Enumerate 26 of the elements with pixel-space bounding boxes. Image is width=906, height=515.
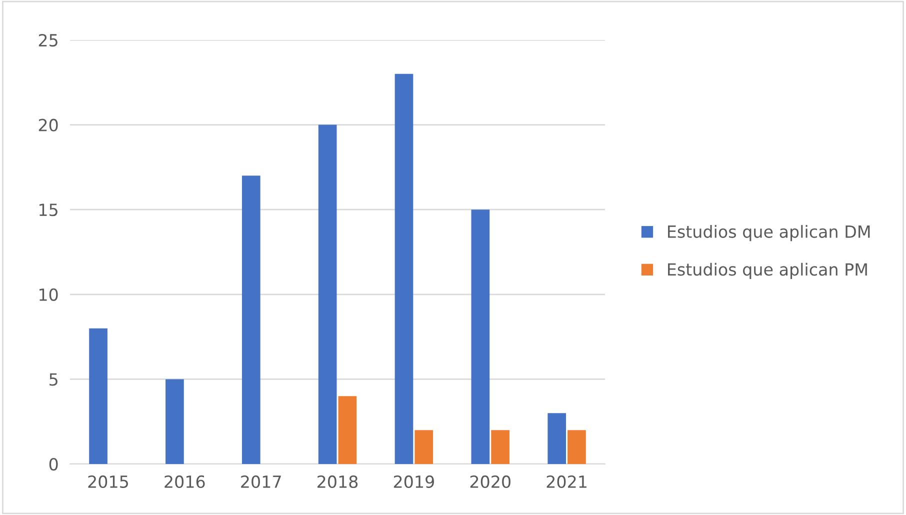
x-tick-label: 2017 — [241, 475, 281, 488]
bar — [242, 176, 260, 464]
y-tick-label: 20 — [38, 118, 58, 132]
bar — [166, 379, 184, 464]
y-tick-label: 5 — [50, 373, 58, 386]
x-tick-label: 2016 — [164, 475, 205, 488]
bar — [89, 328, 108, 464]
y-tick-label: 0 — [49, 458, 58, 471]
y-tick-label: 15 — [40, 204, 58, 216]
bar — [568, 430, 586, 464]
legend-label: Estudios que aplican DM — [668, 225, 870, 242]
x-tick-label: 2018 — [318, 475, 358, 488]
y-tick-label: 10 — [40, 288, 58, 301]
bar — [548, 413, 566, 464]
bar — [338, 396, 357, 464]
bar — [318, 124, 337, 464]
x-tick-label: 2019 — [394, 475, 434, 488]
bar — [471, 210, 490, 464]
legend-label: Estudios que aplican PM — [668, 262, 867, 279]
bar — [414, 430, 434, 464]
y-tick-label: 25 — [38, 34, 58, 47]
x-tick-label: 2020 — [470, 475, 510, 488]
x-tick-label: 2021 — [546, 475, 586, 488]
bar — [394, 74, 414, 464]
bar — [491, 430, 510, 464]
x-tick-label: 2015 — [88, 475, 128, 488]
